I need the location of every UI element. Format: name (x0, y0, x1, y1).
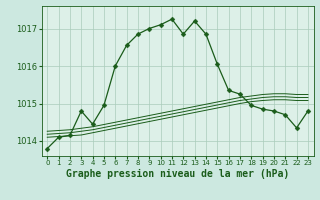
X-axis label: Graphe pression niveau de la mer (hPa): Graphe pression niveau de la mer (hPa) (66, 169, 289, 179)
